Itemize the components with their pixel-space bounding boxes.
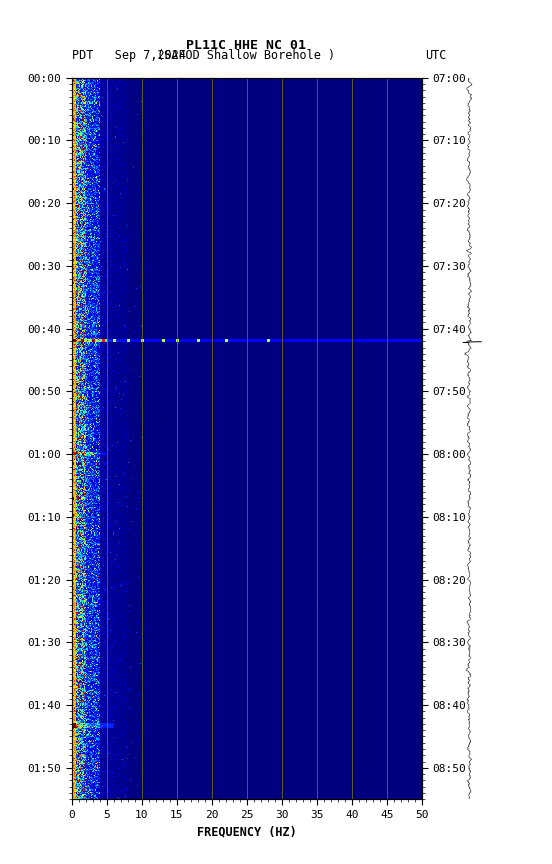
Text: UTC: UTC xyxy=(425,49,447,62)
X-axis label: FREQUENCY (HZ): FREQUENCY (HZ) xyxy=(197,825,297,838)
Text: (SAFOD Shallow Borehole ): (SAFOD Shallow Borehole ) xyxy=(157,49,335,62)
Text: PL11C HHE NC 01: PL11C HHE NC 01 xyxy=(185,39,306,52)
Text: PDT   Sep 7,2024: PDT Sep 7,2024 xyxy=(72,49,186,62)
